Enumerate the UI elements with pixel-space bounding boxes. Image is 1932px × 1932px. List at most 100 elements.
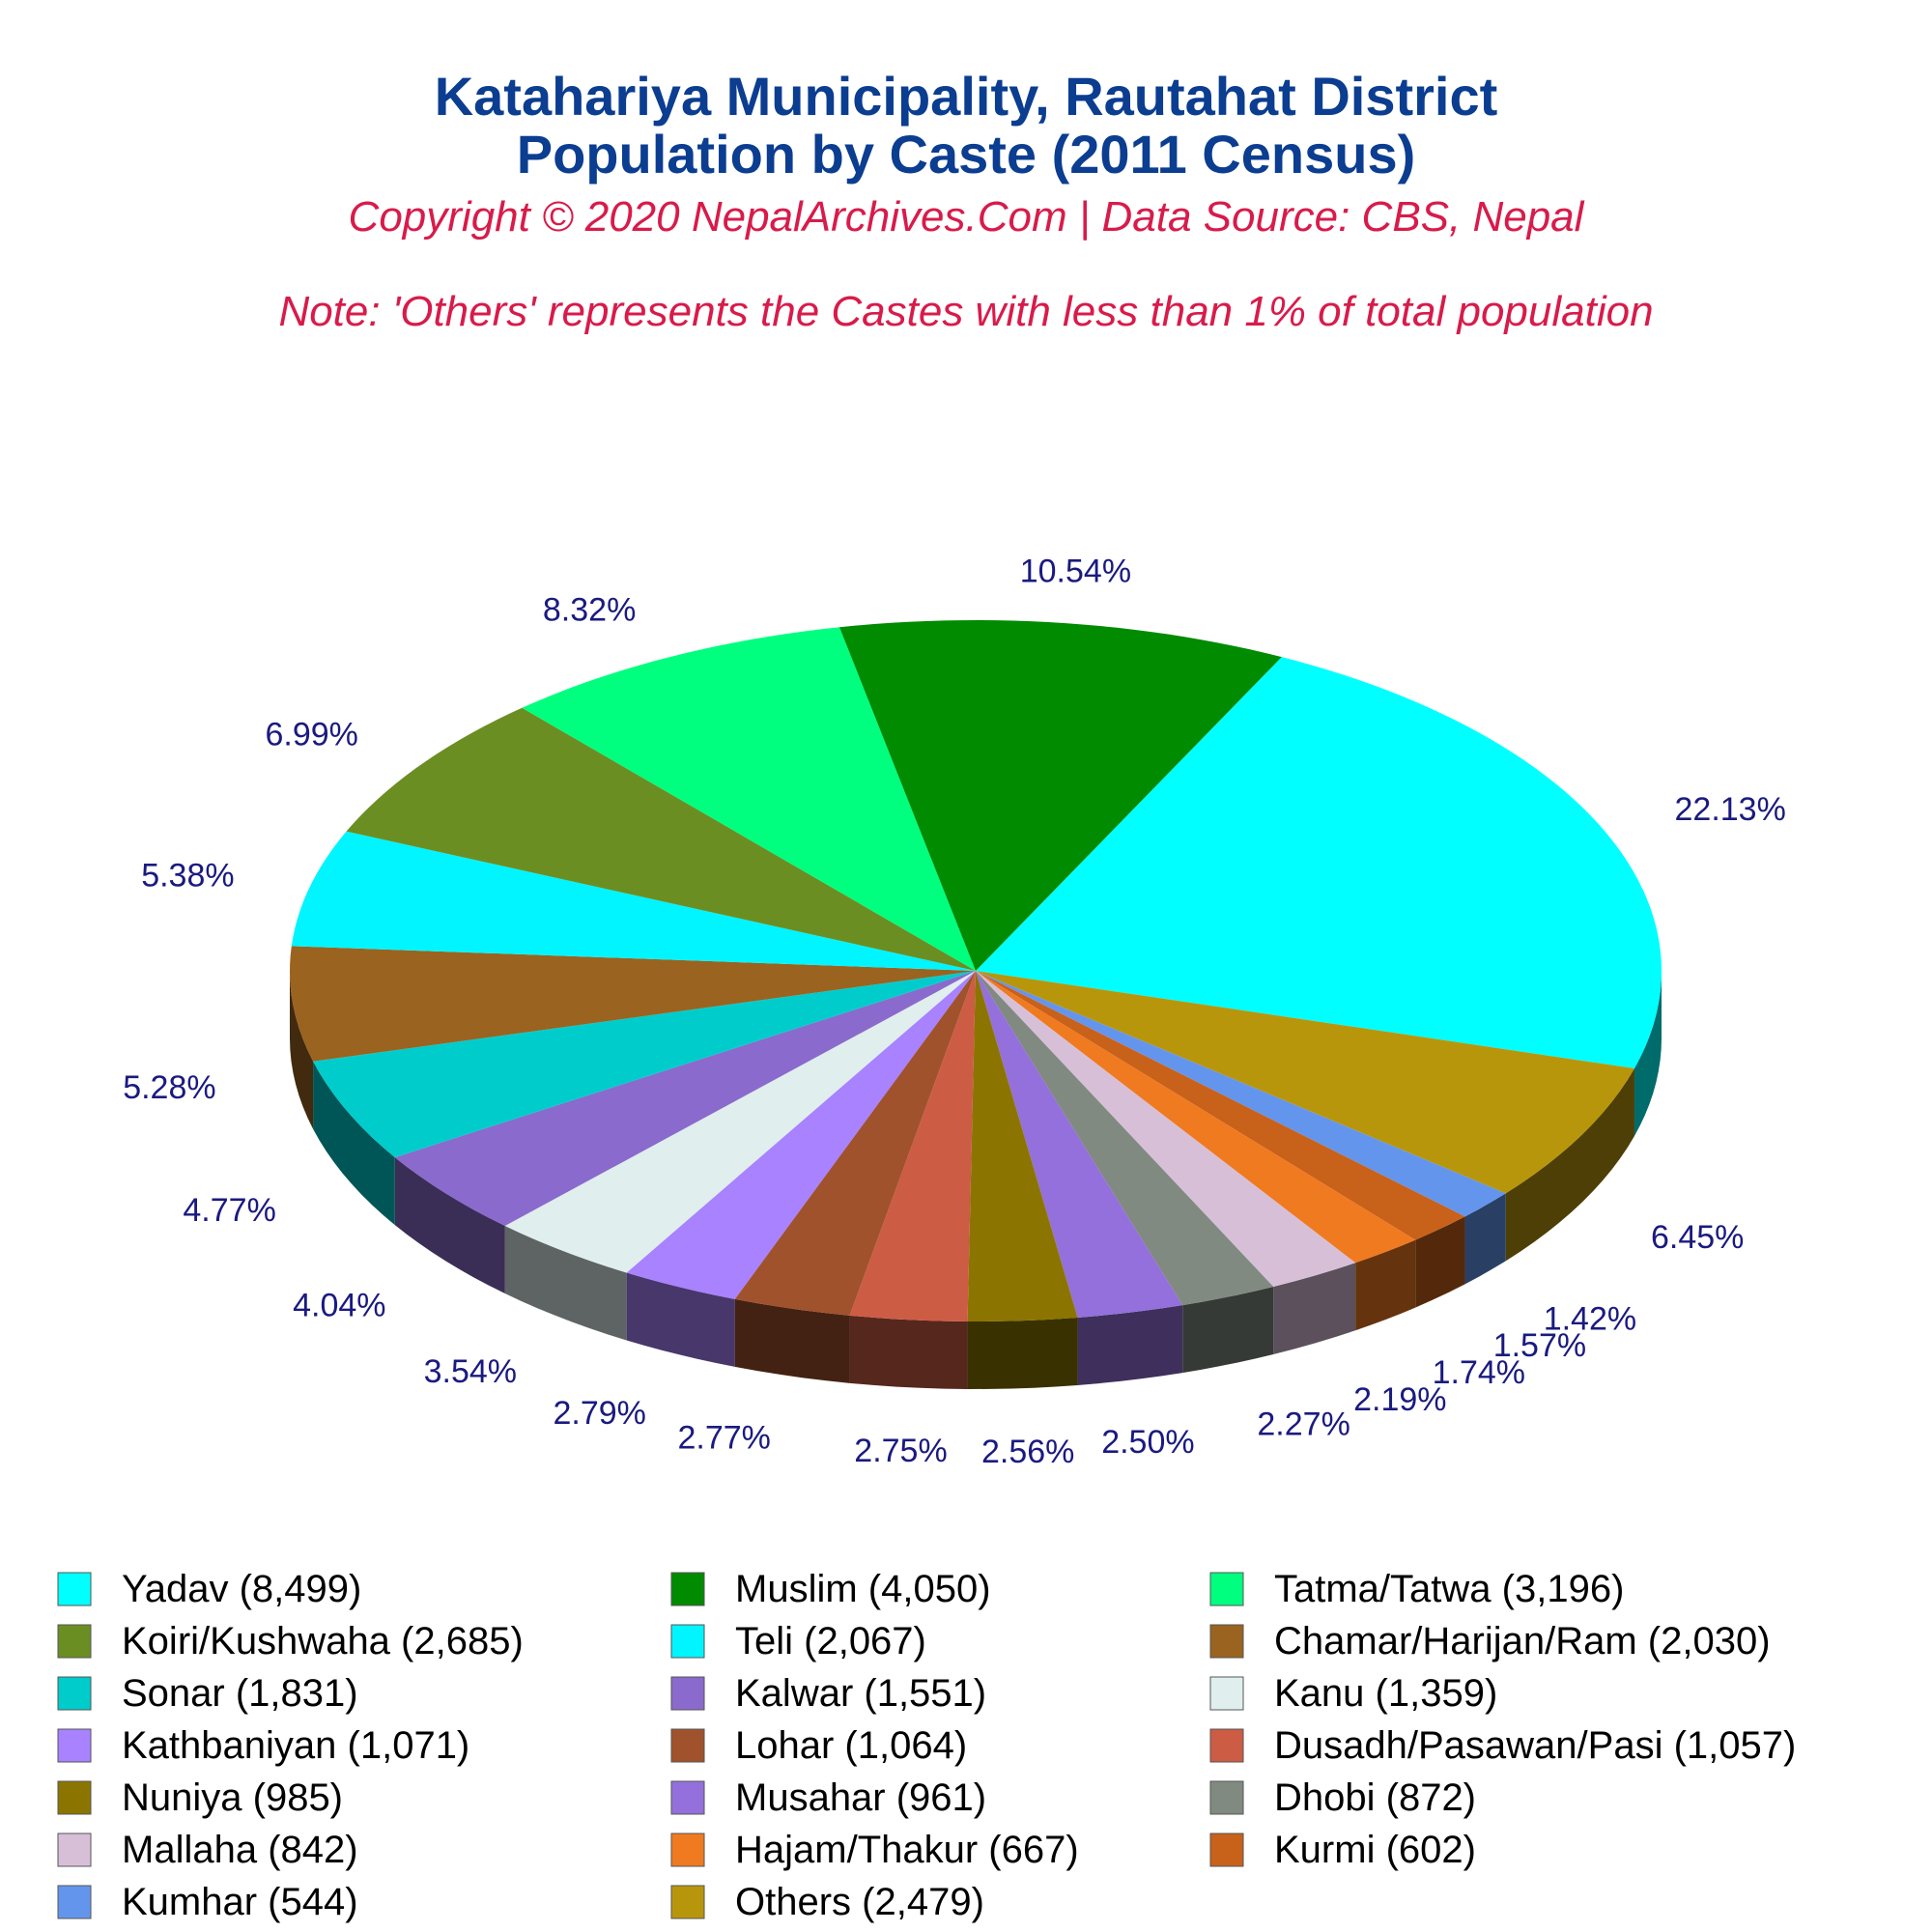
pie-side-others — [1505, 1067, 1634, 1262]
pie-side-hajam-thakur — [1355, 1239, 1416, 1331]
legend-label: Kalwar (1,551) — [735, 1672, 986, 1715]
copyright-text: Copyright © 2020 NepalArchives.Com | Dat… — [348, 193, 1584, 241]
pct-label-koiri-kushwaha: 6.99% — [265, 716, 357, 753]
pct-label-kurmi: 1.57% — [1493, 1327, 1586, 1364]
pie-slice-nuniya — [967, 971, 1078, 1321]
legend-label: Koiri/Kushwaha (2,685) — [122, 1620, 524, 1662]
pie-slice-dhobi — [976, 971, 1274, 1306]
legend: Yadav (8,499) Muslim (4,050) Tatma/Tatwa (… — [57, 1568, 1796, 1923]
pie-labels: 22.13% 6.45% 1.42%1.57%1.74%2.19%2.27% 2.50… — [123, 554, 1786, 1470]
pct-label-kumhar: 1.42% — [1544, 1300, 1636, 1337]
pct-label-kanu: 3.54% — [424, 1353, 517, 1390]
pie-slice-kurmi — [976, 971, 1465, 1240]
pct-label-muslim: 10.54% — [1020, 554, 1131, 590]
pie-side-dusadh-pasawan-pasi — [849, 1315, 968, 1389]
legend-label: Muslim (4,050) — [735, 1568, 991, 1610]
pie-side-yadav — [1634, 971, 1662, 1136]
legend-swatch — [1209, 1833, 1244, 1867]
legend-swatch — [1209, 1624, 1244, 1659]
pie-top — [290, 620, 1662, 1321]
pct-label-sonar: 4.77% — [183, 1192, 275, 1229]
legend-swatch — [57, 1885, 92, 1919]
legend-swatch — [57, 1728, 92, 1763]
pie-slice-sonar — [313, 971, 977, 1158]
pct-label-others: 6.45% — [1651, 1219, 1744, 1256]
pie-side-kanu — [504, 1226, 627, 1341]
pie-slice-kalwar — [394, 971, 976, 1227]
pie-slice-kumhar — [976, 971, 1506, 1217]
legend-swatch — [57, 1780, 92, 1815]
pct-label-yadav: 22.13% — [1675, 791, 1786, 828]
legend-label: Musahar (961) — [735, 1776, 986, 1819]
legend-label: Kathbaniyan (1,071) — [122, 1724, 469, 1767]
pct-label-chamar-harijan-ram: 5.28% — [123, 1069, 215, 1106]
pie-slice-koiri-kushwaha — [346, 707, 976, 971]
legend-label: Chamar/Harijan/Ram (2,030) — [1274, 1620, 1771, 1662]
pie-slice-mallaha — [976, 971, 1356, 1288]
legend-swatch — [57, 1833, 92, 1867]
legend-label: Tatma/Tatwa (3,196) — [1274, 1568, 1624, 1610]
legend-swatch — [670, 1833, 705, 1867]
pct-label-dhobi: 2.27% — [1257, 1406, 1350, 1443]
pie-slice-kanu — [504, 971, 976, 1273]
pie-slice-muslim — [838, 620, 1282, 971]
legend-swatch — [57, 1624, 92, 1659]
pie-slice-others — [976, 971, 1634, 1194]
legend-label: Sonar (1,831) — [122, 1672, 358, 1715]
chart-title-line2: Population by Caste (2011 Census) — [516, 124, 1416, 185]
pct-label-musahar: 2.50% — [1101, 1424, 1194, 1461]
legend-swatch — [1209, 1676, 1244, 1711]
pie-side-nuniya — [967, 1317, 1078, 1389]
pie-slice-dusadh-pasawan-pasi — [849, 971, 976, 1321]
pie-side-sonar — [313, 1061, 395, 1226]
legend-swatch — [670, 1780, 705, 1815]
legend-label: Dusadh/Pasawan/Pasi (1,057) — [1274, 1724, 1796, 1767]
pie-slice-lohar — [734, 971, 976, 1316]
pie-slice-hajam-thakur — [976, 971, 1416, 1264]
pct-label-hajam-thakur: 1.74% — [1433, 1354, 1525, 1391]
legend-label: Lohar (1,064) — [735, 1724, 967, 1767]
pie-side-chamar-harijan-ram — [290, 971, 314, 1129]
legend-swatch — [57, 1572, 92, 1606]
pie-slice-teli — [291, 831, 976, 971]
pct-label-tatma-tatwa: 8.32% — [543, 592, 636, 629]
pie-slice-yadav — [976, 657, 1662, 1068]
legend-swatch — [670, 1624, 705, 1659]
pie-slice-tatma-tatwa — [522, 627, 976, 971]
note-text: Note: 'Others' represents the Castes wit… — [278, 288, 1654, 335]
pie-slice-chamar-harijan-ram — [290, 946, 976, 1062]
legend-label: Nuniya (985) — [122, 1776, 343, 1819]
legend-label: Dhobi (872) — [1274, 1776, 1476, 1819]
legend-label: Kumhar (544) — [122, 1881, 358, 1923]
pie-side-lohar — [734, 1298, 850, 1383]
pie-side-kumhar — [1464, 1193, 1506, 1285]
pie-side-musahar — [1077, 1305, 1183, 1385]
legend-label: Teli (2,067) — [735, 1620, 926, 1662]
legend-swatch — [1209, 1572, 1244, 1606]
pie-slice-musahar — [976, 971, 1183, 1318]
legend-swatch — [670, 1572, 705, 1606]
pie-sides — [290, 971, 1662, 1389]
pct-label-kalwar: 4.04% — [293, 1287, 385, 1323]
legend-swatch — [670, 1885, 705, 1919]
pct-label-teli: 5.38% — [141, 858, 234, 895]
pie-side-mallaha — [1273, 1263, 1356, 1355]
legend-label: Mallaha (842) — [122, 1829, 358, 1871]
pie-side-kurmi — [1415, 1216, 1465, 1308]
legend-swatch — [1209, 1728, 1244, 1763]
legend-swatch — [1209, 1780, 1244, 1815]
legend-label: Yadav (8,499) — [122, 1568, 361, 1610]
pct-label-dusadh-pasawan-pasi: 2.75% — [854, 1433, 947, 1469]
pct-label-mallaha: 2.19% — [1353, 1381, 1446, 1418]
legend-label: Kanu (1,359) — [1274, 1672, 1497, 1715]
legend-swatch — [57, 1676, 92, 1711]
pct-label-nuniya: 2.56% — [981, 1434, 1074, 1470]
pie-slice-kathbaniyan — [626, 971, 976, 1299]
pie-side-kalwar — [394, 1157, 505, 1294]
pie-side-dhobi — [1182, 1287, 1274, 1374]
pct-label-lohar: 2.77% — [677, 1420, 770, 1457]
legend-label: Others (2,479) — [735, 1881, 984, 1923]
legend-label: Kurmi (602) — [1274, 1829, 1476, 1871]
